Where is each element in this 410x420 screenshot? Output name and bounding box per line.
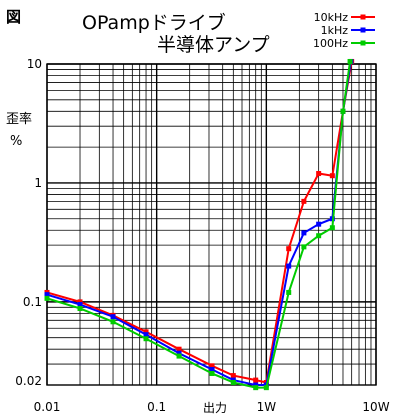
data-point: [230, 373, 236, 379]
x-tick-label: 1W: [257, 400, 277, 414]
tick-labels: 0.01 0.1 1W 10W 0.02 0.1 1 10: [15, 57, 389, 414]
y-axis-label: 歪率: [6, 111, 32, 127]
data-point: [77, 302, 83, 308]
data-point: [209, 370, 215, 376]
data-point: [253, 385, 259, 391]
y-tick-label: 10: [27, 57, 42, 71]
chart-title-line1: OPampドライブ: [82, 11, 226, 34]
figure-label: 図: [6, 8, 21, 26]
data-point: [143, 336, 149, 342]
plot-frame: [46, 63, 377, 386]
data-point: [110, 314, 116, 320]
x-tick-label: 0.01: [34, 400, 61, 414]
data-point: [110, 319, 116, 325]
series-layer: [44, 58, 355, 391]
x-tick-label: 0.1: [147, 400, 166, 414]
data-point: [176, 353, 182, 359]
data-point: [253, 377, 259, 383]
y-axis-unit: %: [10, 134, 22, 149]
data-point: [143, 332, 149, 338]
data-point: [316, 221, 322, 227]
data-point: [316, 171, 322, 177]
legend-label: 10kHz: [314, 11, 349, 24]
data-point: [77, 299, 83, 305]
data-point: [286, 289, 292, 295]
data-point: [286, 263, 292, 269]
data-point: [301, 244, 307, 250]
chart-title-line2: 半導体アンプ: [157, 34, 270, 56]
data-point: [263, 385, 269, 391]
data-point: [316, 233, 322, 239]
series-line-0: [46, 61, 353, 384]
data-point: [176, 346, 182, 352]
grid: [46, 63, 377, 386]
data-point: [301, 230, 307, 236]
y-tick-label: 0.02: [15, 374, 42, 388]
legend-label: 100Hz: [313, 37, 348, 50]
legend-marker: [360, 40, 366, 46]
legend-marker: [360, 27, 366, 33]
data-point: [209, 366, 215, 372]
data-point: [286, 246, 292, 252]
series-line-2: [46, 61, 352, 389]
data-point: [176, 350, 182, 356]
data-point: [44, 292, 50, 298]
data-point: [77, 305, 83, 311]
data-point: [230, 379, 236, 385]
series-line-1: [46, 61, 352, 386]
legend-label: 1kHz: [321, 24, 349, 37]
legend-marker: [360, 14, 366, 20]
x-tick-label: 10W: [362, 400, 389, 414]
data-point: [209, 363, 215, 369]
data-point: [329, 173, 335, 179]
data-point: [340, 108, 346, 114]
data-point: [347, 58, 353, 64]
data-point: [329, 225, 335, 231]
x-axis-label: 出力: [203, 401, 227, 415]
data-point: [44, 295, 50, 301]
data-point: [253, 382, 259, 388]
data-point: [143, 329, 149, 335]
y-tick-label: 0.1: [23, 295, 42, 309]
y-tick-label: 1: [34, 176, 42, 190]
data-point: [301, 198, 307, 204]
